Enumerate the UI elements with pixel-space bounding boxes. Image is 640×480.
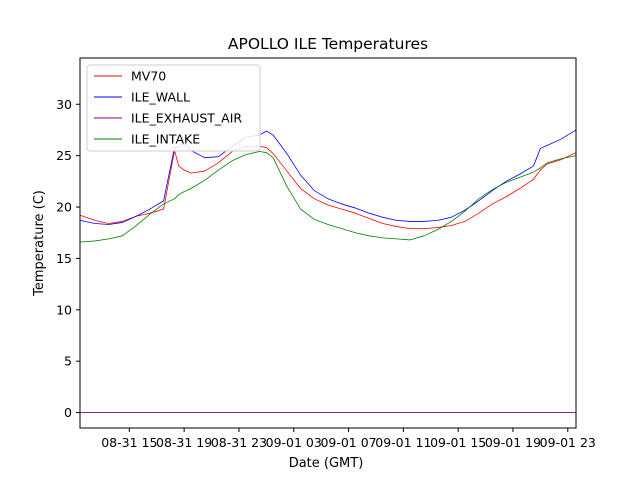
- y-tick-label: 10: [56, 302, 72, 317]
- y-axis: 0 5 10 15 20 25 30: [56, 97, 80, 420]
- legend-label-mv70: MV70: [131, 69, 166, 84]
- x-tick-label: 09-01 07: [320, 435, 376, 450]
- y-axis-label: Temperature (C): [32, 190, 47, 297]
- series-line-mv70: [80, 145, 576, 230]
- x-tick-label: 09-01 23: [540, 435, 596, 450]
- x-tick-label: 08-31 19: [156, 435, 212, 450]
- x-tick-label: 09-01 11: [375, 435, 431, 450]
- legend-box: [86, 64, 261, 152]
- y-tick-label: 15: [56, 251, 72, 266]
- y-tick-label: 25: [56, 148, 72, 163]
- x-tick-label: 09-01 03: [266, 435, 322, 450]
- y-tick-label: 30: [56, 97, 72, 112]
- x-axis-label: Date (GMT): [289, 456, 364, 471]
- x-tick-label: 08-31 15: [101, 435, 157, 450]
- legend-label-ile-exhaust-air: ILE_EXHAUST_AIR: [131, 111, 242, 126]
- legend-label-ile-wall: ILE_WALL: [131, 90, 190, 105]
- x-tick-label: 09-01 19: [485, 435, 541, 450]
- x-tick-label: 08-31 23: [211, 435, 267, 450]
- y-tick-label: 20: [56, 200, 72, 215]
- legend-label-ile-intake: ILE_INTAKE: [131, 132, 200, 147]
- chart-title: APOLLO ILE Temperatures: [228, 35, 428, 53]
- series-layer: [80, 129, 576, 413]
- x-tick-label: 09-01 15: [430, 435, 486, 450]
- y-tick-label: 5: [64, 354, 72, 369]
- y-tick-label: 0: [64, 405, 72, 420]
- legend: MV70 ILE_WALL ILE_EXHAUST_AIR ILE_INTAKE: [86, 64, 261, 152]
- series-line-ile-intake: [80, 151, 576, 243]
- plot-frame: [79, 57, 577, 429]
